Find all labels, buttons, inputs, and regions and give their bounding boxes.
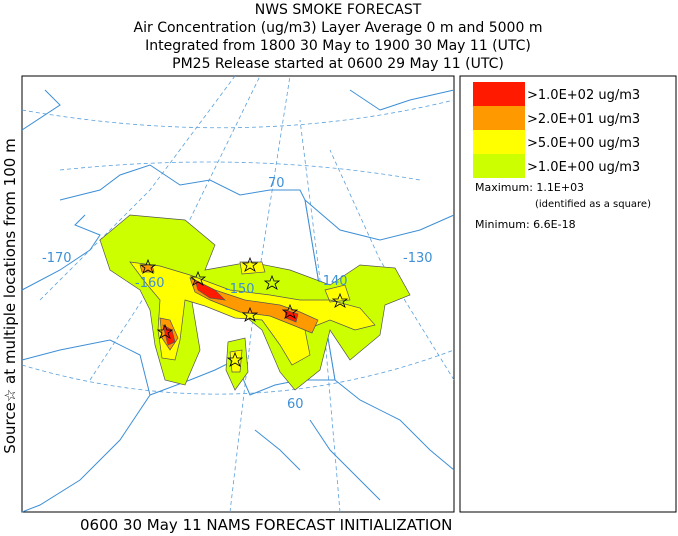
footer: 0600 30 May 11 NAMS FORECAST INITIALIZAT… xyxy=(80,516,452,534)
subtitle: Air Concentration (ug/m3) Layer Average … xyxy=(134,20,543,36)
legend: >1.0E+02 ug/m3 >2.0E+01 ug/m3 >5.0E+00 ug/… xyxy=(459,75,677,513)
latitude-label: 60 xyxy=(287,397,304,412)
graticule xyxy=(21,75,455,513)
longitude-label: -150 xyxy=(225,282,255,297)
legend-swatch xyxy=(473,82,525,106)
smoke-plume xyxy=(99,214,411,391)
legend-label: >1.0E+02 ug/m3 xyxy=(527,88,640,103)
legend-swatch xyxy=(473,130,525,154)
source-marker xyxy=(263,274,281,290)
longitude-label: -160 xyxy=(135,276,165,291)
longitude-label: -140 xyxy=(318,274,348,289)
legend-swatch xyxy=(473,106,525,130)
source-marker xyxy=(139,258,157,274)
source-marker xyxy=(241,256,259,272)
graticule-line xyxy=(39,75,236,301)
subtitle: PM25 Release started at 0600 29 May 11 (… xyxy=(172,56,504,72)
coastline xyxy=(21,89,455,513)
source-markers xyxy=(139,256,349,367)
subtitle: Integrated from 1800 30 May to 1900 30 M… xyxy=(145,38,531,54)
maximum-note: (identified as a square) xyxy=(535,199,651,210)
latitude-label: 70 xyxy=(268,176,285,191)
source-marker xyxy=(331,292,349,308)
legend-label: >5.0E+00 ug/m3 xyxy=(527,136,640,151)
legend-swatch xyxy=(473,154,525,178)
side-label: Source☆ at multiple locations from 100 m xyxy=(1,138,19,453)
plume-contour xyxy=(129,261,376,373)
minimum: Minimum: 6.6E-18 xyxy=(475,218,576,231)
source-marker xyxy=(156,323,174,339)
graticule-line xyxy=(329,149,455,381)
longitude-label: -170 xyxy=(42,251,72,266)
maximum: Maximum: 1.1E+03 xyxy=(475,181,584,194)
legend-items: >1.0E+02 ug/m3 >2.0E+01 ug/m3 >5.0E+00 ug/… xyxy=(473,82,640,178)
graticule-line xyxy=(59,161,421,181)
graticule-line xyxy=(21,349,455,395)
source-marker xyxy=(189,270,207,286)
map: -170 -160 -150 -140 -130 70 60 xyxy=(21,75,455,513)
source-marker xyxy=(226,351,244,367)
source-marker xyxy=(241,306,259,322)
longitude-label: -130 xyxy=(403,251,433,266)
source-marker xyxy=(281,303,299,319)
legend-label: >2.0E+01 ug/m3 xyxy=(527,112,640,127)
title: NWS SMOKE FORECAST xyxy=(255,2,422,18)
graticule-line xyxy=(299,119,341,513)
legend-label: >1.0E+00 ug/m3 xyxy=(527,160,640,175)
graticule-line xyxy=(21,99,455,129)
